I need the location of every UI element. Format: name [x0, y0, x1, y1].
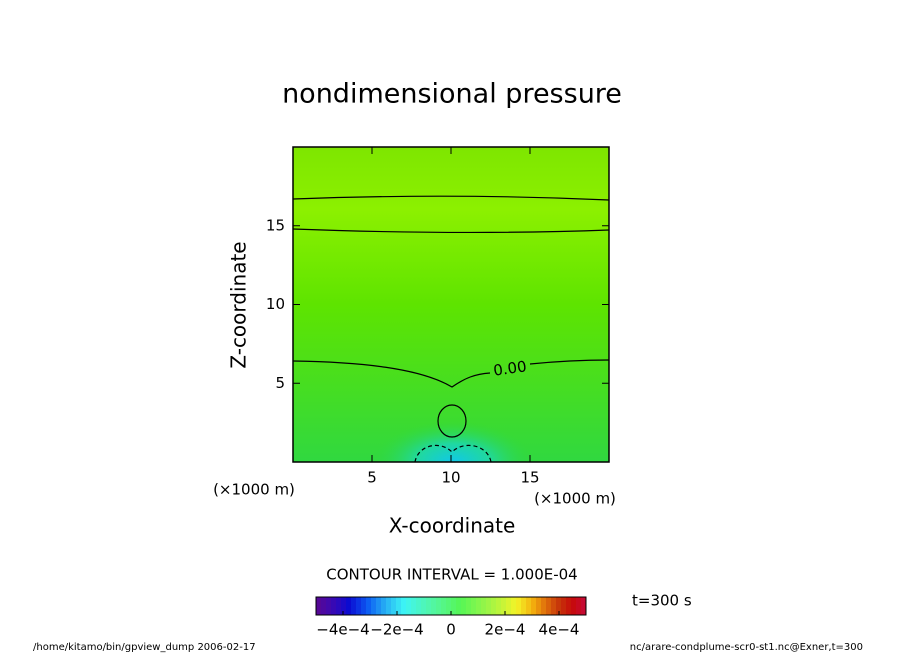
- colorbar-tick-label: −2e−4: [370, 621, 423, 639]
- colorbar-swatch: [571, 597, 577, 615]
- colorbar-swatch: [346, 597, 352, 615]
- colorbar-swatch: [466, 597, 472, 615]
- colorbar: −4e−4 −2e−4 0 2e−4 4e−4: [315, 596, 587, 639]
- colorbar-swatch: [361, 597, 367, 615]
- contour-interval: CONTOUR INTERVAL = 1.000E-04: [326, 566, 577, 584]
- colorbar-swatch: [551, 597, 557, 615]
- colorbar-swatch: [576, 597, 582, 615]
- colorbar-swatch: [486, 597, 492, 615]
- plot-area: 0.00: [292, 146, 610, 463]
- contour-line: [529, 359, 610, 365]
- footer-right: nc/arare-condplume-scr0-st1.nc@Exner,t=3…: [630, 642, 863, 653]
- colorbar-swatch: [391, 597, 397, 615]
- colorbar-swatch: [446, 597, 452, 615]
- colorbar-swatch: [566, 597, 572, 615]
- colorbar-swatch: [456, 597, 462, 615]
- x-axis-label: X-coordinate: [389, 514, 516, 538]
- colorbar-swatch: [376, 597, 382, 615]
- colorbar-swatch: [506, 597, 512, 615]
- colorbar-swatch: [511, 597, 517, 615]
- y-tick-label: 15: [266, 216, 285, 234]
- field-blob: [373, 380, 533, 462]
- colorbar-swatch: [406, 597, 412, 615]
- contour-line: [292, 195, 610, 201]
- colorbar-swatch: [356, 597, 362, 615]
- colorbar-swatch: [451, 597, 457, 615]
- colorbar-swatch: [481, 597, 487, 615]
- colorbar-swatch: [401, 597, 407, 615]
- colorbar-swatch: [496, 597, 502, 615]
- colorbar-swatch: [476, 597, 482, 615]
- colorbar-swatch: [536, 597, 542, 615]
- colorbar-tick-label: 4e−4: [539, 621, 580, 639]
- colorbar-swatch: [421, 597, 427, 615]
- colorbar-swatch: [426, 597, 432, 615]
- footer-left: /home/kitamo/bin/gpview_dump 2006-02-17: [33, 642, 256, 653]
- colorbar-swatch: [411, 597, 417, 615]
- colorbar-swatch: [471, 597, 477, 615]
- contour-line: [292, 360, 491, 388]
- contour-line: [292, 228, 610, 234]
- colorbar-swatch: [541, 597, 547, 615]
- colorbar-swatch: [531, 597, 537, 615]
- x-tick-label: 10: [441, 469, 460, 487]
- time-label: t=300 s: [632, 592, 692, 610]
- colorbar-swatch: [396, 597, 402, 615]
- colorbar-swatch: [366, 597, 372, 615]
- colorbar-tick-label: −4e−4: [316, 621, 369, 639]
- colorbar-swatch: [371, 597, 377, 615]
- colorbar-swatch: [381, 597, 387, 615]
- colorbar-tick-label: 2e−4: [485, 621, 526, 639]
- y-tick-label: 5: [275, 374, 285, 392]
- colorbar-tick-label: 0: [446, 621, 456, 639]
- y-axis-unit: (×1000 m): [213, 481, 295, 499]
- colorbar-swatch: [561, 597, 567, 615]
- contour-line: [437, 404, 467, 438]
- contour-label: 0.00: [492, 357, 528, 379]
- colorbar-swatch: [386, 597, 392, 615]
- colorbar-swatch: [516, 597, 522, 615]
- colorbar-swatch: [326, 597, 332, 615]
- colorbar-swatch: [316, 597, 322, 615]
- colorbar-swatch: [441, 597, 447, 615]
- colorbar-swatch: [431, 597, 437, 615]
- colorbar-swatch: [351, 597, 357, 615]
- y-axis-label: Z-coordinate: [227, 241, 251, 368]
- colorbar-swatch: [416, 597, 422, 615]
- colorbar-swatch: [556, 597, 562, 615]
- x-axis-unit: (×1000 m): [534, 490, 616, 508]
- colorbar-swatch: [436, 597, 442, 615]
- x-tick-label: 15: [520, 469, 539, 487]
- colorbar-swatch: [331, 597, 337, 615]
- colorbar-swatch: [521, 597, 527, 615]
- colorbar-swatch: [526, 597, 532, 615]
- colorbar-swatch: [491, 597, 497, 615]
- colorbar-swatch: [581, 597, 587, 615]
- colorbar-swatch: [321, 597, 327, 615]
- colorbar-swatch: [501, 597, 507, 615]
- colorbar-swatch: [336, 597, 342, 615]
- y-tick-label: 10: [266, 295, 285, 313]
- colorbar-swatch: [461, 597, 467, 615]
- x-tick-label: 5: [367, 469, 377, 487]
- colorbar-swatch: [341, 597, 347, 615]
- chart-title: nondimensional pressure: [282, 79, 622, 110]
- colorbar-swatch: [546, 597, 552, 615]
